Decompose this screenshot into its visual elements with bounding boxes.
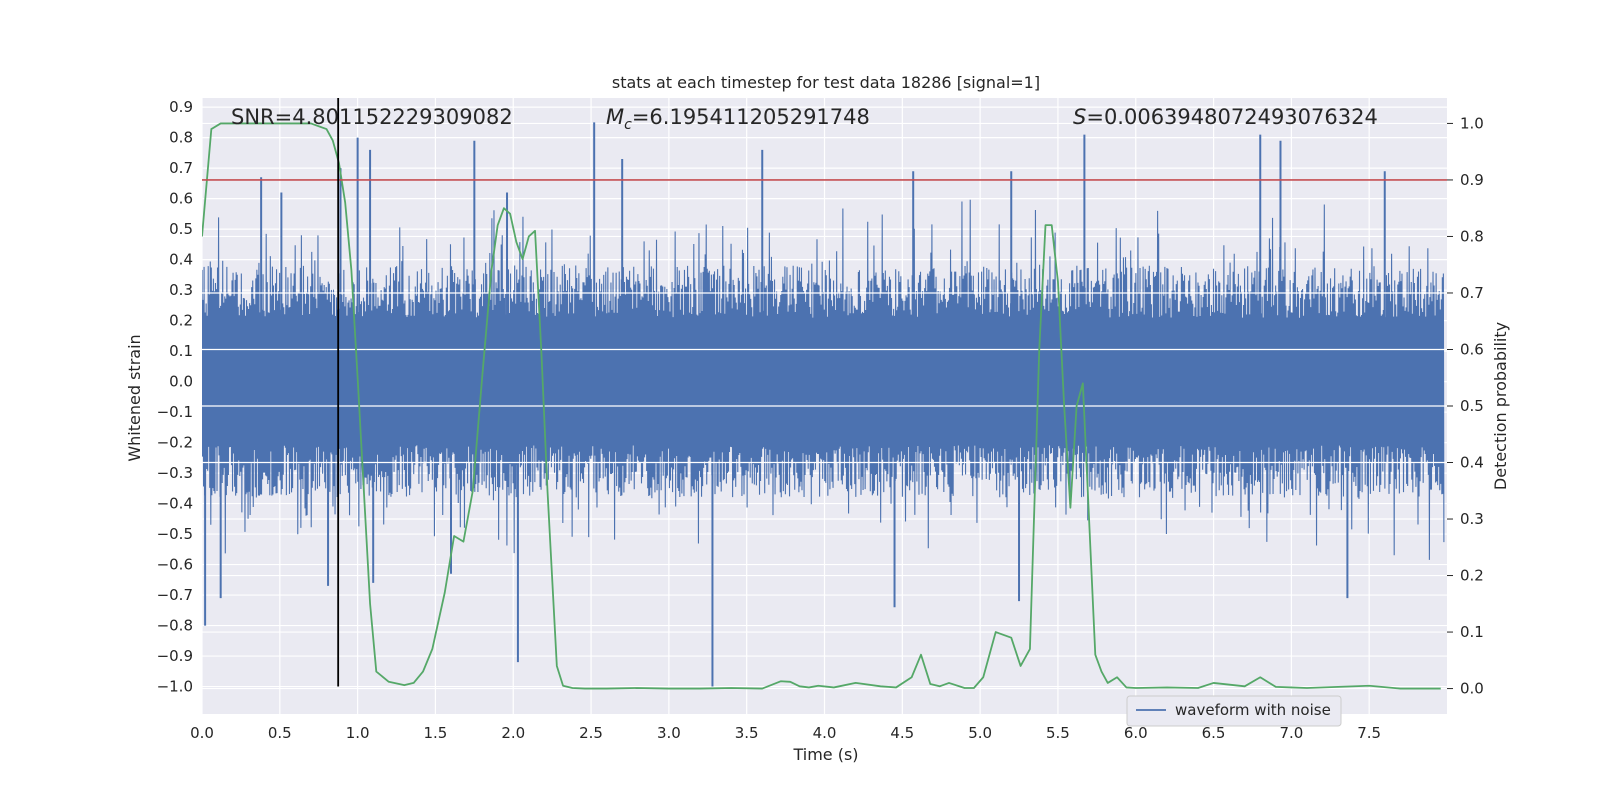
x-tick-label: 6.5 <box>1202 724 1226 742</box>
s-annotation: S=0.0063948072493076324 <box>1073 105 1378 129</box>
x-tick-label: 4.0 <box>813 724 837 742</box>
x-tick-label: 6.0 <box>1124 724 1148 742</box>
axis-ticks: 0.0 0.5 1.0 1.5 2.0 2.5 3.0 3.5 4.0 4.5 5.0 5.5 6.0 6… <box>157 98 1484 742</box>
mc-value: =6.195411205291748 <box>632 105 870 129</box>
waveform-series <box>202 122 1447 687</box>
y2-tick-label: 0.4 <box>1460 454 1484 472</box>
y-tick-label: −0.4 <box>157 495 193 513</box>
y-tick-label: 0.2 <box>169 312 193 330</box>
y-tick-label: −0.8 <box>157 617 193 635</box>
y-tick-label: −0.2 <box>157 434 193 452</box>
y2-tick-label: 0.3 <box>1460 510 1484 528</box>
s-symbol: S <box>1073 105 1086 129</box>
legend-box <box>1126 695 1342 727</box>
y-tick-label: 0.1 <box>169 342 193 360</box>
y2-tick-label: 1.0 <box>1460 114 1484 132</box>
snr-annotation: SNR=4.801152229309082 <box>231 105 513 129</box>
overlay-lines <box>202 98 1447 687</box>
y-tick-label: −0.7 <box>157 586 193 604</box>
x-tick-label: 7.5 <box>1357 724 1381 742</box>
y-tick-label: 0.8 <box>169 129 193 147</box>
x-tick-label: 1.0 <box>346 724 370 742</box>
y-tick-label: −0.9 <box>157 647 193 665</box>
mc-symbol: M <box>606 105 624 129</box>
y-tick-label: 0.6 <box>169 190 193 208</box>
x-tick-label: 5.5 <box>1046 724 1070 742</box>
y-tick-label: −0.3 <box>157 464 193 482</box>
y-tick-label: −0.5 <box>157 525 193 543</box>
y-tick-label: −0.1 <box>157 403 193 421</box>
y-tick-label: −1.0 <box>157 678 193 696</box>
chirp-mass-annotation: Mc=6.195411205291748 <box>606 105 870 133</box>
y-tick-label: −0.6 <box>157 556 193 574</box>
y2-tick-label: 0.6 <box>1460 340 1484 358</box>
y2-tick-label: 0.0 <box>1460 680 1484 698</box>
x-tick-label: 3.5 <box>735 724 759 742</box>
chart-title: stats at each timestep for test data 182… <box>612 73 1040 92</box>
probability-line <box>202 122 1441 690</box>
y-tick-label: 0.0 <box>169 373 193 391</box>
mc-subscript: c <box>624 117 632 133</box>
y2-tick-label: 0.8 <box>1460 227 1484 245</box>
y-tick-label: 0.5 <box>169 220 193 238</box>
y-tick-label: 0.7 <box>169 159 193 177</box>
y2-tick-label: 0.7 <box>1460 284 1484 302</box>
legend-entry-waveform: waveform with noise <box>1175 701 1331 719</box>
legend: waveform with noise <box>1126 695 1342 727</box>
y-tick-label: 0.9 <box>169 98 193 116</box>
x-tick-label: 4.5 <box>890 724 914 742</box>
y2-tick-label: 0.1 <box>1460 623 1484 641</box>
x-tick-label: 5.0 <box>968 724 992 742</box>
y2-tick-label: 0.9 <box>1460 171 1484 189</box>
y2-tick-label: 0.2 <box>1460 567 1484 585</box>
probability-series <box>202 122 1441 690</box>
x-axis-label: Time (s) <box>792 745 858 764</box>
x-tick-label: 0.5 <box>268 724 292 742</box>
x-tick-label: 1.5 <box>424 724 448 742</box>
y2-axis-label: Detection probability <box>1491 322 1510 490</box>
x-tick-label: 2.0 <box>501 724 525 742</box>
x-tick-label: 2.5 <box>579 724 603 742</box>
x-tick-label: 3.0 <box>657 724 681 742</box>
y-axis-label: Whitened strain <box>125 334 144 461</box>
y-tick-label: 0.3 <box>169 281 193 299</box>
y-tick-label: 0.4 <box>169 251 193 269</box>
x-tick-label: 0.0 <box>190 724 214 742</box>
s-value: =0.0063948072493076324 <box>1086 105 1378 129</box>
x-tick-label: 7.0 <box>1279 724 1303 742</box>
waveform-line <box>202 199 1445 560</box>
y2-tick-label: 0.5 <box>1460 397 1484 415</box>
